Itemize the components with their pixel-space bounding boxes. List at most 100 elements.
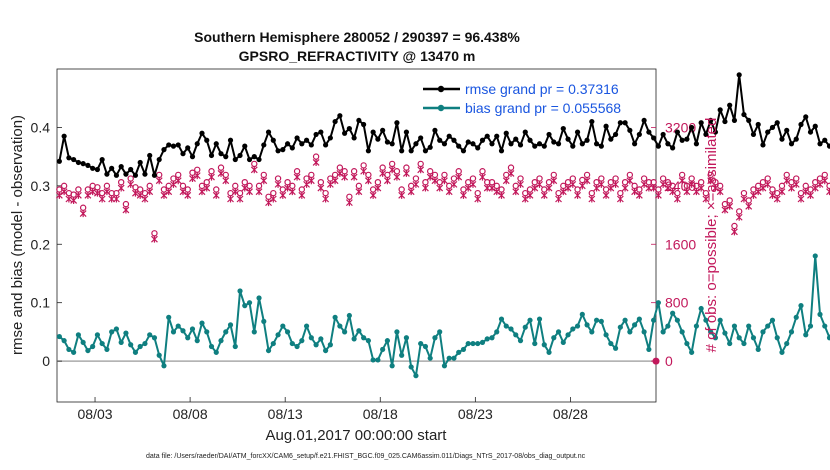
obs-assimilated-point	[98, 195, 106, 203]
rmse-point	[246, 156, 253, 163]
obs-possible-point	[797, 189, 805, 197]
rmse-point	[470, 141, 476, 147]
obs-assimilated-point	[498, 191, 505, 199]
obs-assimilated-point	[441, 177, 448, 185]
bias-point	[622, 317, 628, 323]
bias-point	[451, 355, 457, 361]
obs-possible-point	[469, 175, 477, 182]
rmse-point	[194, 141, 200, 147]
obs-assimilated-point	[231, 188, 239, 196]
obs-assimilated-point	[716, 188, 724, 196]
rmse-point	[589, 118, 595, 125]
y-tick-label: 0.4	[31, 119, 51, 135]
obs-possible-point	[588, 189, 596, 197]
rmse-point	[299, 141, 305, 147]
x-tick-label: 08/18	[363, 406, 398, 422]
rmse-point	[622, 120, 628, 126]
obs-assimilated-point	[193, 172, 201, 180]
bias-point	[237, 288, 243, 294]
bias-point	[536, 316, 543, 322]
obs-assimilated-point	[469, 180, 477, 188]
bias-point	[370, 357, 376, 363]
obs-assimilated-point	[555, 195, 562, 203]
obs-assimilated-point	[265, 199, 272, 207]
bias-point	[441, 363, 448, 369]
obs-possible-point	[441, 171, 448, 179]
rmse-point	[522, 129, 528, 135]
obs-possible-point	[217, 164, 225, 171]
bias-point	[261, 318, 267, 324]
bias-point	[170, 329, 177, 335]
bias-point	[679, 329, 685, 335]
obs-assimilated-point	[621, 184, 629, 192]
rmse-point	[289, 145, 295, 151]
obs-possible-point	[793, 175, 800, 182]
rmse-point	[256, 156, 262, 163]
bias-point	[541, 342, 547, 348]
rmse-point	[90, 165, 96, 171]
obs-possible-point	[355, 182, 363, 190]
bias-point	[356, 328, 362, 334]
obs-assimilated-point	[65, 195, 73, 203]
obs-assimilated-point	[203, 184, 211, 192]
plot-frame	[56, 68, 657, 403]
rmse-point	[427, 144, 433, 150]
obs-assimilated-point	[227, 195, 234, 203]
obs-possible-point	[612, 175, 619, 182]
chart-title: Southern Hemisphere 280052 / 290397 = 96…	[194, 29, 520, 45]
bias-point	[570, 326, 576, 332]
obs-assimilated-point	[493, 188, 501, 196]
bias-point	[722, 330, 728, 336]
bias-point	[475, 340, 481, 347]
obs-assimilated-point	[383, 177, 391, 185]
rmse-point	[617, 120, 623, 126]
bias-point	[579, 311, 585, 317]
obs-assimilated-point	[445, 188, 453, 196]
obs-assimilated-point	[303, 180, 311, 188]
rmse-point	[237, 152, 243, 159]
obs-possible-point	[602, 186, 610, 193]
obs-assimilated-point	[821, 177, 829, 185]
obs-assimilated-point	[559, 188, 567, 196]
rmse-point	[170, 143, 177, 149]
obs-assimilated-point	[369, 191, 377, 199]
obs-possible-point	[274, 175, 282, 182]
bias-point	[822, 323, 828, 329]
bias-point	[394, 329, 400, 335]
bias-point	[693, 323, 700, 329]
obs-possible-point	[655, 186, 662, 193]
obs-assimilated-point	[436, 184, 444, 192]
bias-point	[94, 332, 101, 338]
rmse-point	[717, 107, 723, 113]
bias-point	[460, 346, 467, 353]
obs-possible-point	[446, 182, 453, 190]
rmse-point	[280, 147, 286, 153]
rmse-point	[513, 136, 519, 142]
obs-possible-point	[541, 186, 548, 193]
bias-point	[655, 300, 661, 306]
bias-point	[788, 329, 795, 335]
bias-point	[346, 312, 352, 319]
obs-assimilated-point	[669, 188, 677, 196]
bias-point	[275, 332, 281, 338]
bias-point	[774, 335, 780, 341]
bias-point	[565, 332, 571, 338]
rmse-point	[132, 172, 139, 178]
obs-assimilated-point	[155, 177, 163, 185]
rmse-point	[679, 137, 685, 143]
rmse-point	[375, 136, 381, 142]
rmse-point	[698, 120, 704, 126]
bias-point	[494, 329, 500, 335]
bias-point	[432, 335, 438, 341]
obs-possible-point	[507, 164, 515, 171]
rmse-point	[180, 151, 186, 157]
obs-possible-point	[317, 178, 325, 186]
rmse-point	[651, 135, 657, 141]
bias-point	[627, 329, 633, 335]
obs-assimilated-point	[426, 173, 434, 181]
obs-assimilated-point	[260, 177, 268, 185]
obs-assimilated-point	[721, 206, 729, 214]
bias-point	[213, 349, 219, 355]
obs-assimilated-point	[726, 202, 734, 210]
